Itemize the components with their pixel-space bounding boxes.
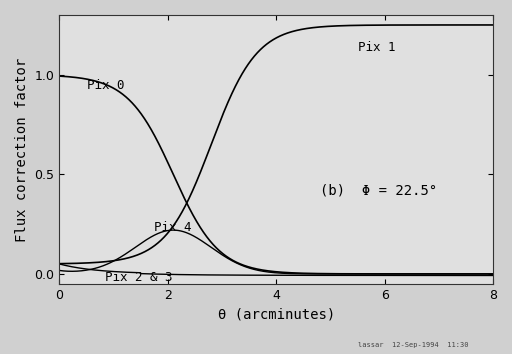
Text: Pix 2 & 3: Pix 2 & 3 xyxy=(105,271,173,284)
Text: (b)  Φ = 22.5°: (b) Φ = 22.5° xyxy=(319,183,437,197)
Text: Pix 4: Pix 4 xyxy=(154,221,192,234)
Text: Pix 0: Pix 0 xyxy=(87,79,124,92)
X-axis label: θ (arcminutes): θ (arcminutes) xyxy=(218,307,335,321)
Y-axis label: Flux correction factor: Flux correction factor xyxy=(15,57,29,241)
Text: Pix 1: Pix 1 xyxy=(357,41,395,54)
Text: lassar  12-Sep-1994  11:30: lassar 12-Sep-1994 11:30 xyxy=(358,342,469,348)
